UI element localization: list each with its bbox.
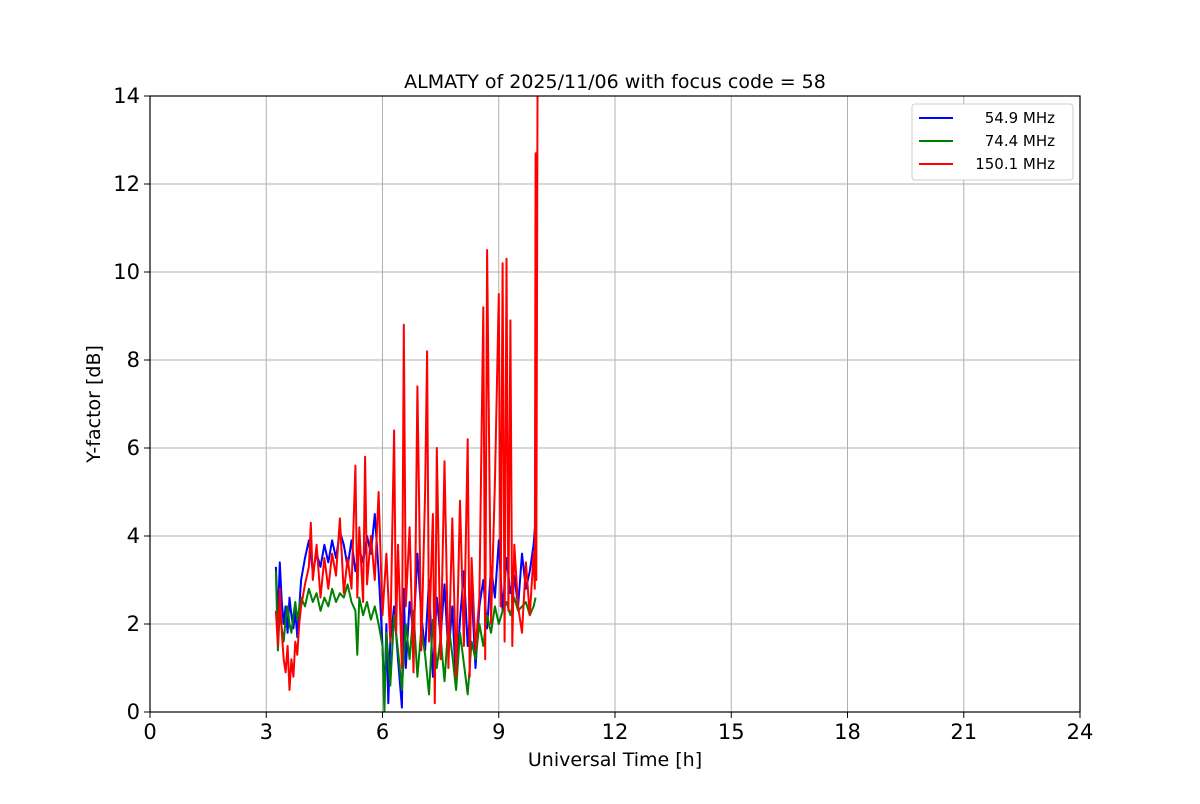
y-tick-label: 10 xyxy=(113,260,140,284)
series-line-0 xyxy=(274,513,537,709)
y-tick-label: 6 xyxy=(127,436,140,460)
x-tick-label: 6 xyxy=(376,720,389,744)
chart-title: ALMATY of 2025/11/06 with focus code = 5… xyxy=(404,71,826,93)
x-tick-label: 9 xyxy=(492,720,505,744)
x-tick-label: 0 xyxy=(143,720,156,744)
y-tick-label: 14 xyxy=(113,84,140,108)
y-tick-label: 4 xyxy=(127,524,140,548)
series-line-2 xyxy=(274,96,539,705)
x-tick-label: 24 xyxy=(1067,720,1094,744)
legend-box xyxy=(911,103,1074,181)
y-tick-label: 2 xyxy=(127,612,140,636)
y-axis-label: Y-factor [dB] xyxy=(83,345,105,464)
y-tick-label: 12 xyxy=(113,172,140,196)
legend: 54.9 MHz 74.4 MHz 150.1 MHz xyxy=(911,103,1074,181)
legend-label-2: 150.1 MHz xyxy=(975,155,1055,173)
y-tick-label: 8 xyxy=(127,348,140,372)
legend-label-0: 54.9 MHz xyxy=(985,109,1055,127)
x-tick-label: 12 xyxy=(602,720,629,744)
x-tick-label: 3 xyxy=(260,720,273,744)
series-line-1 xyxy=(274,571,537,712)
x-tick-label: 21 xyxy=(950,720,977,744)
x-axis-label: Universal Time [h] xyxy=(528,749,702,771)
y-tick-label: 0 xyxy=(127,700,140,724)
x-tick-label: 18 xyxy=(834,720,861,744)
legend-label-1: 74.4 MHz xyxy=(985,132,1055,150)
x-tick-label: 15 xyxy=(718,720,745,744)
